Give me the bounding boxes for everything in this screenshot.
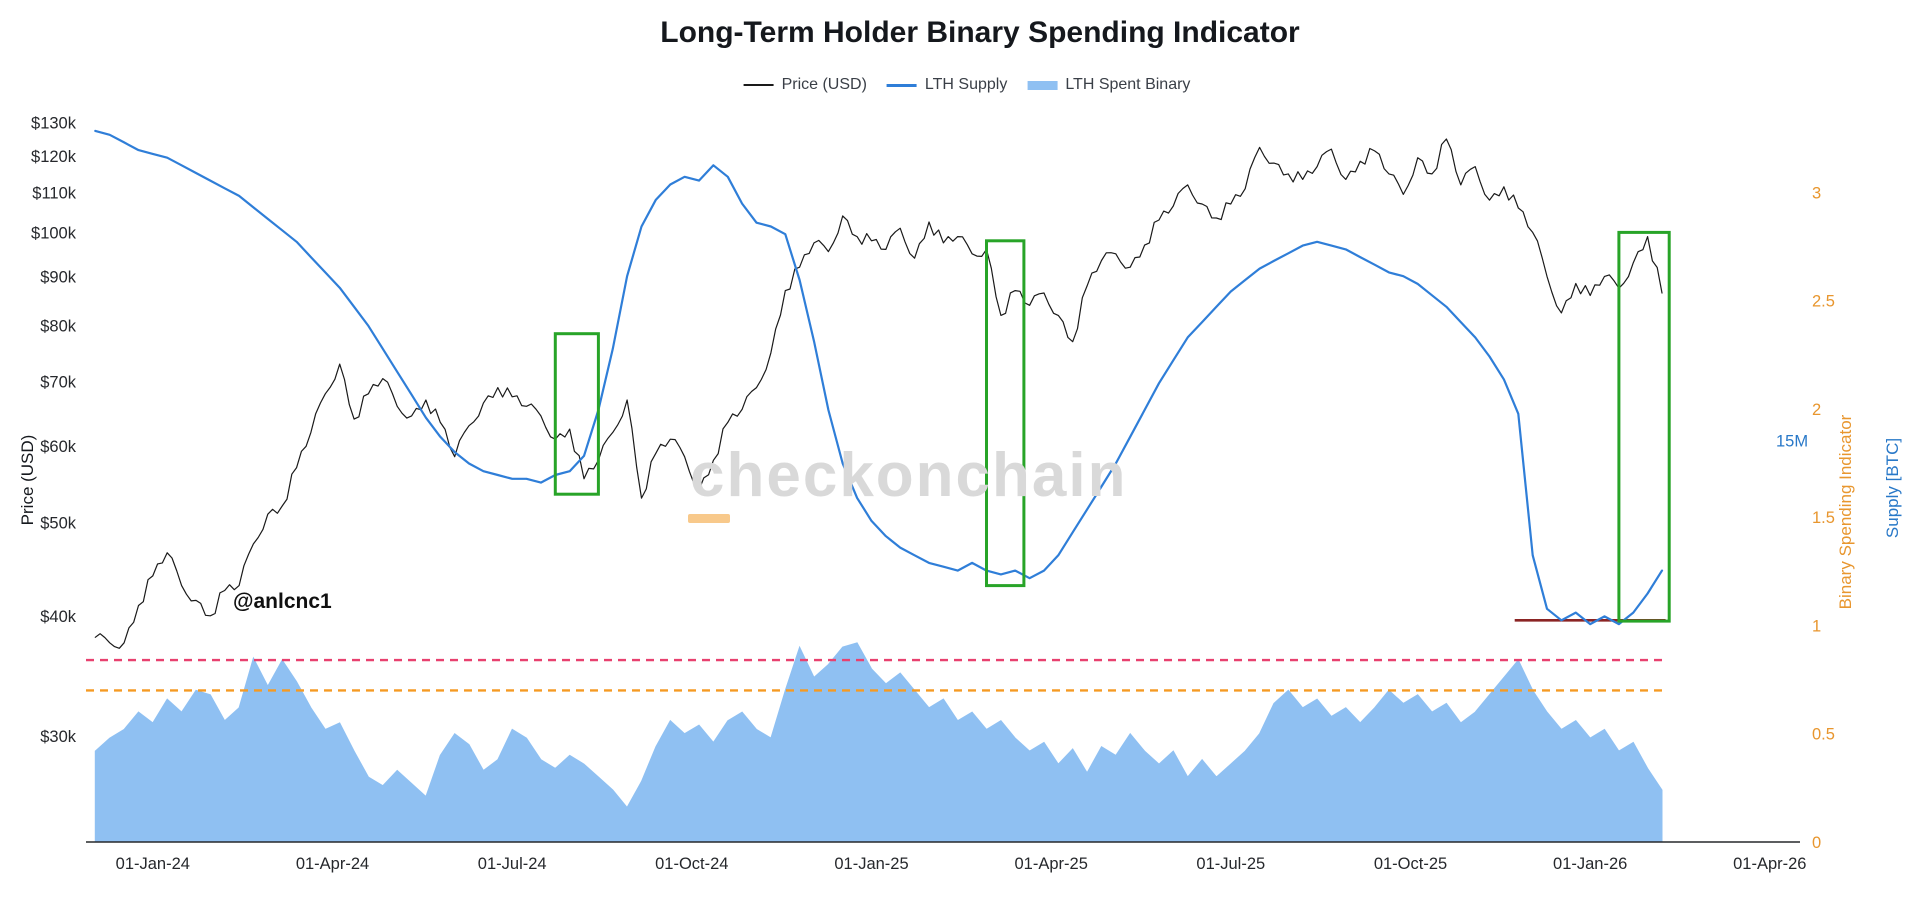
price-axis-tick-label-2: $110k — [32, 185, 76, 203]
price-line-swatch-icon — [743, 84, 774, 86]
price-axis-tick-label-3: $100k — [31, 224, 77, 242]
x-axis-tick-label-5: 01-Apr-25 — [1015, 855, 1088, 873]
binary-axis-tick-label-1: 2.5 — [1812, 293, 1835, 311]
price-axis-tick-label-7: $60k — [40, 438, 77, 456]
binary-axis-tick-label-6: 0 — [1812, 834, 1821, 852]
x-axis-tick-label-8: 01-Jan-26 — [1553, 855, 1627, 873]
price-axis-tick-label-8: $50k — [40, 514, 77, 532]
chart-legend: Price (USD) LTH Supply LTH Spent Binary — [743, 76, 1190, 94]
legend-item-lth-spent-binary[interactable]: LTH Spent Binary — [1027, 76, 1190, 94]
y-axis-title-price: Price (USD) — [18, 434, 37, 526]
highlight-box-3 — [1617, 230, 1671, 623]
price-axis-tick-label-0: $130k — [31, 115, 77, 133]
x-axis-tick-label-7: 01-Oct-25 — [1374, 855, 1447, 873]
binary-axis-tick-label-3: 1.5 — [1812, 509, 1835, 527]
supply-axis-tick-label-0: 15M — [1776, 433, 1808, 451]
legend-item-lth-supply[interactable]: LTH Supply — [886, 76, 1008, 94]
binary-axis-tick-label-0: 3 — [1812, 184, 1821, 202]
highlight-box-2 — [985, 239, 1026, 588]
lth-spent-binary-swatch-icon — [1027, 80, 1058, 90]
price-axis-tick-label-6: $70k — [40, 374, 77, 392]
binary-axis-tick-label-5: 0.5 — [1812, 726, 1835, 744]
price-axis-tick-label-4: $90k — [40, 268, 77, 286]
lth-supply-swatch-icon — [886, 83, 917, 87]
x-axis-tick-label-9: 01-Apr-26 — [1733, 855, 1806, 873]
author-annotation: @anlcnc1 — [233, 590, 332, 613]
y-axis-title-supply-btc: Supply [BTC] — [1883, 437, 1902, 539]
lth-spent-binary-area — [94, 642, 1663, 843]
legend-item-price[interactable]: Price (USD) — [743, 76, 867, 94]
binary-axis-tick-label-4: 1 — [1812, 618, 1821, 636]
x-axis-tick-label-2: 01-Jul-24 — [478, 855, 547, 873]
legend-label-lth-supply: LTH Supply — [924, 76, 1008, 93]
price-axis-tick-label-5: $80k — [40, 318, 77, 336]
highlight-box-1 — [553, 332, 600, 496]
x-axis-tick-label-0: 01-Jan-24 — [116, 855, 190, 873]
legend-label-lth-spent-binary: LTH Spent Binary — [1065, 76, 1191, 93]
legend-label-price: Price (USD) — [781, 76, 867, 93]
price-line — [94, 138, 1663, 649]
x-axis-tick-label-3: 01-Oct-24 — [655, 855, 728, 873]
price-axis-tick-label-10: $30k — [40, 728, 77, 746]
chart-title: Long-Term Holder Binary Spending Indicat… — [660, 16, 1300, 49]
price-axis-tick-label-1: $120k — [31, 148, 77, 166]
y-axis-title-binary-spending-indicator: Binary Spending Indicator — [1836, 414, 1855, 610]
watermark-underscore-icon — [688, 514, 730, 523]
x-axis-tick-label-6: 01-Jul-25 — [1196, 855, 1265, 873]
watermark: checkonchain — [690, 441, 1128, 510]
price-axis-tick-label-9: $40k — [40, 608, 77, 626]
binary-axis-tick-label-2: 2 — [1812, 401, 1821, 419]
x-axis-tick-label-4: 01-Jan-25 — [834, 855, 908, 873]
lth-supply-line — [94, 129, 1664, 626]
x-axis-tick-label-1: 01-Apr-24 — [296, 855, 369, 873]
